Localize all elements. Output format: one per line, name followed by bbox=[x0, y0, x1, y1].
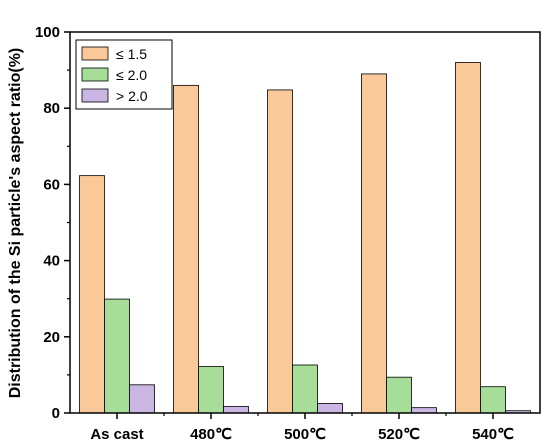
bars-layer bbox=[79, 62, 531, 414]
y-tick-label-1: 20 bbox=[43, 329, 60, 346]
legend-swatch-3 bbox=[81, 88, 109, 103]
x-tick-label-4: 520℃ bbox=[378, 426, 420, 443]
legend-label-2: ≤ 2.0 bbox=[116, 67, 147, 83]
bar-1-3 bbox=[267, 89, 293, 414]
bar-2-5 bbox=[480, 386, 506, 414]
x-tick-label-3: 500℃ bbox=[284, 426, 326, 443]
bar-3-1 bbox=[129, 384, 155, 414]
bar-3-3 bbox=[317, 403, 343, 414]
y-tick-label-3: 60 bbox=[43, 176, 60, 193]
x-tick-label-1: As cast bbox=[90, 426, 143, 443]
y-axis-title: Distribution of the Si particle's aspect… bbox=[7, 48, 24, 399]
x-tick-label-2: 480℃ bbox=[190, 426, 232, 443]
bar-2-3 bbox=[292, 364, 318, 414]
y-tick-label-5: 100 bbox=[35, 24, 60, 41]
y-tick-label-0: 0 bbox=[52, 405, 60, 422]
bar-3-4 bbox=[411, 407, 437, 414]
bar-3-2 bbox=[223, 406, 249, 414]
bar-1-5 bbox=[455, 62, 481, 414]
x-tick-label-5: 540℃ bbox=[472, 426, 514, 443]
bar-2-4 bbox=[386, 376, 412, 414]
axes-layer: 0 20 40 60 80 100 As cast 480℃ 500℃ 520℃ 540℃ bbox=[35, 24, 541, 443]
legend-swatch-1 bbox=[81, 46, 109, 61]
y-tick-label-2: 40 bbox=[43, 253, 60, 270]
bar-1-4 bbox=[361, 73, 387, 414]
legend-label-1: ≤ 1.5 bbox=[116, 46, 147, 62]
bar-1-1 bbox=[79, 175, 105, 414]
bar-2-2 bbox=[198, 366, 224, 414]
bar-1-2 bbox=[173, 84, 199, 414]
legend: ≤ 1.5 ≤ 2.0 > 2.0 bbox=[75, 39, 173, 110]
y-tick-label-4: 80 bbox=[43, 100, 60, 117]
legend-label-3: > 2.0 bbox=[116, 88, 148, 104]
bar-2-1 bbox=[104, 298, 130, 414]
legend-swatch-2 bbox=[81, 67, 109, 82]
